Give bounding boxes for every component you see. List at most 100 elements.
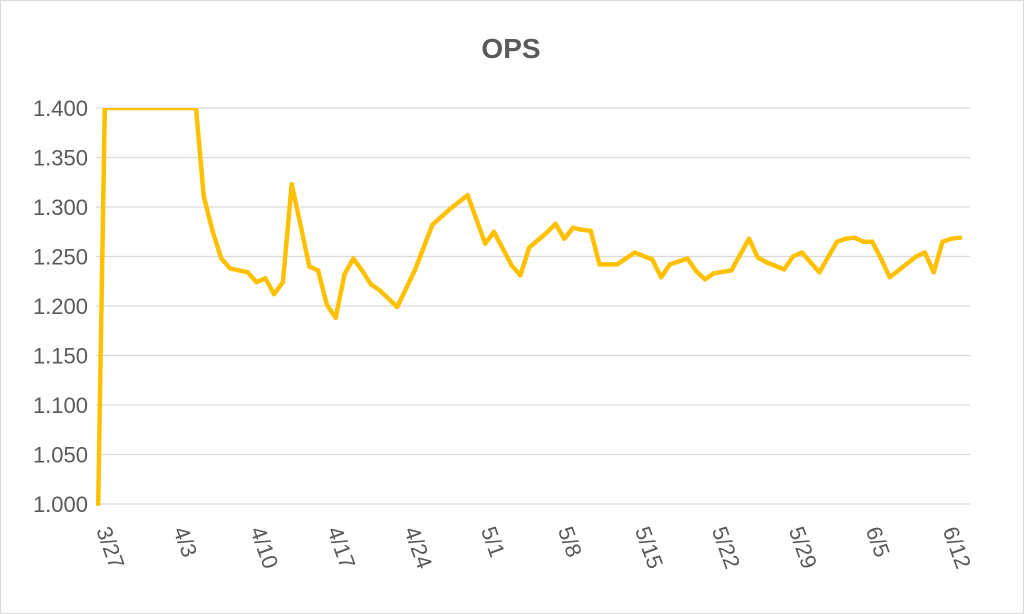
x-tick-label: 6/5 (861, 523, 895, 560)
data-point (254, 280, 259, 285)
data-point (711, 271, 717, 276)
x-tick-label: 6/12 (938, 523, 976, 572)
data-point (746, 236, 752, 241)
data-point (219, 256, 224, 261)
data-point (632, 250, 637, 255)
data-point (298, 222, 303, 228)
x-tick-label: 3/27 (91, 523, 129, 572)
data-point (782, 267, 787, 272)
x-tick-label: 5/29 (784, 523, 822, 572)
data-point (271, 291, 277, 297)
series-layer (95, 108, 963, 506)
x-tick-label: 4/10 (245, 523, 283, 572)
data-point (755, 255, 761, 260)
y-tick-label: 1.150 (33, 344, 88, 369)
data-point (439, 214, 444, 220)
x-tick-label: 4/24 (399, 523, 437, 572)
data-point (324, 302, 330, 308)
data-point (351, 256, 356, 261)
data-point (852, 235, 857, 240)
data-point (887, 275, 892, 280)
data-point (694, 269, 699, 274)
data-point (597, 262, 602, 267)
data-point (227, 266, 233, 271)
data-point (949, 236, 954, 241)
y-tick-label: 1.300 (33, 195, 88, 220)
data-point (518, 273, 523, 278)
y-tick-label: 1.000 (33, 492, 88, 517)
data-point (658, 275, 664, 280)
data-point (368, 282, 374, 287)
data-point (702, 277, 708, 282)
y-tick-label: 1.100 (33, 393, 88, 418)
data-point (913, 254, 919, 259)
data-point (491, 229, 497, 234)
y-tick-label: 1.350 (33, 146, 88, 171)
data-point (509, 263, 514, 268)
data-point (307, 264, 312, 269)
data-point (817, 270, 822, 275)
data-point (623, 256, 629, 261)
chart-title: OPS (481, 33, 540, 64)
data-point (263, 276, 268, 281)
data-point (95, 501, 101, 506)
data-point (289, 182, 294, 187)
data-point (333, 315, 338, 321)
data-point (588, 228, 593, 233)
y-axis-tick-labels: 1.000 1.050 1.100 1.150 1.200 1.250 1.300 1.350… (33, 96, 88, 517)
y-tick-label: 1.050 (33, 443, 88, 468)
data-point (280, 280, 286, 285)
data-point (667, 262, 673, 267)
data-point (764, 260, 769, 265)
data-point (342, 272, 347, 277)
data-point (245, 270, 250, 275)
y-tick-label: 1.250 (33, 245, 88, 270)
data-point (359, 268, 365, 273)
data-point (562, 236, 567, 241)
data-point (729, 268, 734, 273)
data-point (799, 250, 804, 255)
data-point (570, 225, 576, 230)
x-tick-label: 5/22 (707, 523, 745, 572)
data-point (201, 193, 206, 199)
x-tick-label: 4/17 (322, 523, 360, 572)
y-tick-label: 1.200 (33, 294, 88, 319)
data-point (482, 241, 488, 246)
data-point (834, 239, 840, 244)
data-point (614, 262, 620, 267)
data-point (447, 206, 453, 212)
data-point (650, 257, 655, 262)
data-point (544, 230, 549, 235)
data-point (878, 256, 884, 261)
x-tick-label: 5/15 (630, 523, 668, 572)
data-point (315, 268, 321, 273)
x-tick-label: 5/1 (476, 523, 510, 560)
data-point (922, 250, 928, 255)
data-point (193, 108, 199, 111)
data-point (553, 221, 558, 227)
x-tick-label: 5/8 (553, 523, 587, 560)
x-tick-label: 4/3 (168, 523, 202, 560)
y-tick-label: 1.400 (33, 96, 88, 121)
data-point (395, 304, 400, 310)
data-point (465, 192, 470, 198)
data-point (940, 239, 945, 244)
data-point (685, 256, 690, 261)
data-point (957, 235, 963, 240)
data-point (526, 245, 532, 250)
x-axis-tick-labels: 3/27 4/3 4/10 4/17 4/24 5/1 5/8 5/15 5/22 5/29 6/5… (91, 523, 976, 572)
data-point (861, 239, 866, 244)
data-point (412, 268, 418, 273)
data-point (102, 108, 107, 111)
data-point (843, 236, 848, 241)
data-point (579, 227, 585, 232)
data-point (210, 228, 215, 233)
gridlines (96, 107, 970, 505)
data-point (377, 287, 382, 293)
data-point (869, 239, 875, 244)
data-point (790, 254, 796, 259)
data-point (931, 270, 936, 275)
data-point (430, 222, 435, 228)
